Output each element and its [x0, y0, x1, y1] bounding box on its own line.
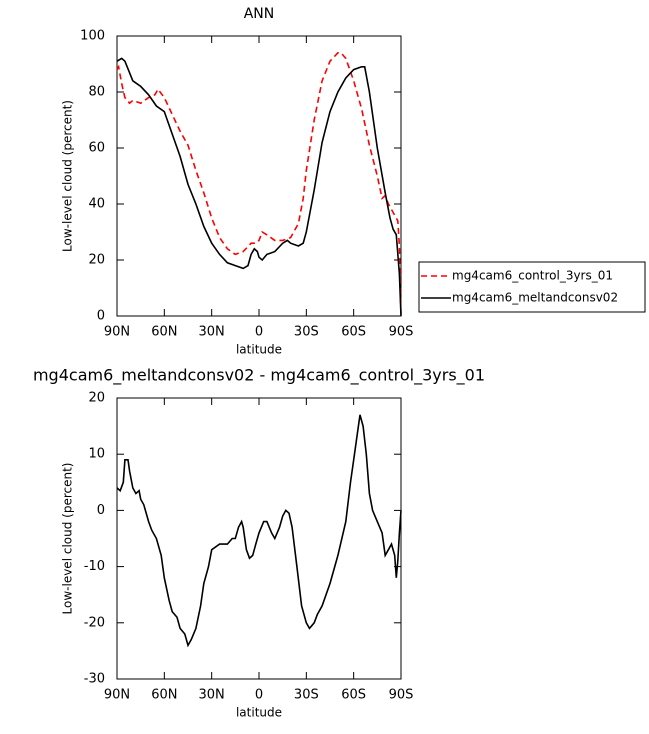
- y-tick-label: 100: [80, 29, 105, 44]
- y-tick-label: 60: [88, 141, 105, 156]
- plot-frame: [116, 35, 402, 317]
- x-tick-label: 60S: [341, 325, 366, 340]
- y-tick-label: 0: [97, 309, 105, 324]
- x-axis-label: latitude: [236, 706, 282, 720]
- plot-frame: [116, 397, 402, 680]
- line-series: [116, 414, 402, 648]
- y-axis-label: Low-level cloud (percent): [61, 463, 75, 615]
- x-tick-label: 30N: [199, 325, 225, 340]
- x-tick-label: 30N: [199, 688, 225, 703]
- legend-label: mg4cam6_meltandconsv02: [452, 291, 618, 305]
- x-tick-label: 60N: [151, 325, 177, 340]
- x-tick-label: 90N: [104, 688, 130, 703]
- legend-label: mg4cam6_control_3yrs_01: [452, 269, 613, 283]
- y-tick-label: -10: [84, 559, 105, 574]
- y-tick-label: 40: [88, 197, 105, 212]
- chart-title: ANN: [244, 6, 275, 22]
- x-tick-label: 60N: [151, 688, 177, 703]
- y-tick-label: 0: [97, 503, 105, 518]
- legend-box: [418, 261, 646, 313]
- y-tick-label: -20: [84, 615, 105, 630]
- x-tick-label: 30S: [294, 325, 319, 340]
- x-tick-label: 60S: [341, 688, 366, 703]
- x-axis-label: latitude: [236, 343, 282, 357]
- x-tick-label: 90N: [104, 325, 130, 340]
- x-tick-label: 30S: [294, 688, 319, 703]
- x-tick-label: 0: [255, 688, 263, 703]
- line-series: [116, 52, 402, 317]
- y-tick-label: 20: [88, 253, 105, 268]
- chart-title: mg4cam6_meltandconsv02 - mg4cam6_control…: [33, 366, 485, 386]
- x-tick-label: 90S: [389, 688, 414, 703]
- y-tick-label: -30: [84, 672, 105, 687]
- x-tick-label: 0: [255, 325, 263, 340]
- y-tick-label: 20: [88, 391, 105, 406]
- y-tick-label: 10: [88, 447, 105, 462]
- y-axis-label: Low-level cloud (percent): [61, 100, 75, 252]
- x-tick-label: 90S: [389, 325, 414, 340]
- line-series: [116, 57, 402, 317]
- y-tick-label: 80: [88, 85, 105, 100]
